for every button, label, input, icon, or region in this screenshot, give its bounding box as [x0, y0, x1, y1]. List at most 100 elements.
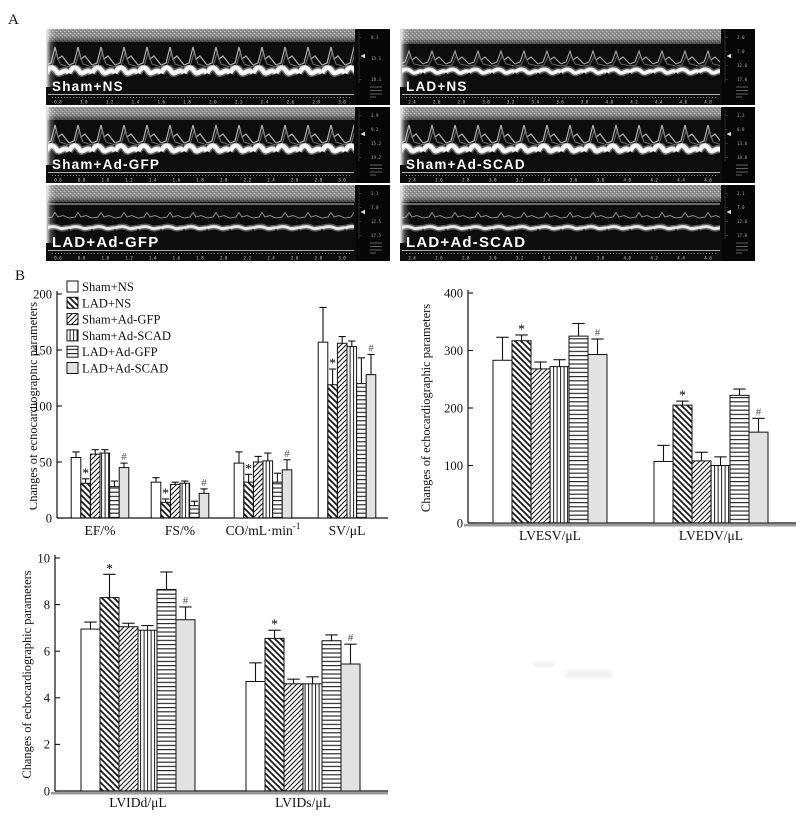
panel-a-label: A	[8, 12, 19, 28]
bar-lad-ns-1: *	[672, 388, 693, 524]
svg-text:1.8: 1.8	[196, 256, 204, 261]
significance-hash: #	[348, 632, 354, 644]
bar-sham-ns-1	[150, 477, 162, 519]
bar-lad-ad-gfp-3	[356, 357, 367, 519]
svg-text:18.1: 18.1	[371, 77, 382, 82]
svg-text:LVIDd/μL: LVIDd/μL	[109, 795, 166, 810]
svg-text:2.8: 2.8	[458, 100, 466, 105]
svg-text:7.0: 7.0	[737, 49, 745, 54]
bar-sham-ns-1	[653, 444, 674, 524]
svg-text:8.8: 8.8	[737, 127, 745, 132]
svg-text:SV/μL: SV/μL	[329, 523, 366, 538]
svg-text:2.4: 2.4	[261, 100, 269, 105]
bar-sham-ad-scad-0	[99, 449, 111, 519]
svg-text:2.2: 2.2	[235, 100, 243, 105]
svg-text:2.6: 2.6	[435, 178, 443, 183]
bar-lad-ad-gfp-0	[156, 571, 177, 792]
svg-text:Changes of echocardiographic p: Changes of echocardiographic parameters	[419, 304, 433, 512]
svg-text:1.2: 1.2	[125, 178, 133, 183]
bar-sham-ad-gfp-1	[691, 451, 712, 524]
svg-text:4.0: 4.0	[623, 256, 631, 261]
svg-text:19.2: 19.2	[371, 155, 382, 160]
bar-lad-ad-gfp-1	[189, 500, 200, 519]
bar-sham-ad-gfp-1	[169, 481, 181, 519]
legend-item-sham-ns: Sham+NS	[66, 280, 134, 294]
bar-lad-ns-0: *	[99, 561, 120, 792]
bar-lad-ad-scad-1: #	[198, 477, 210, 519]
svg-text:4: 4	[44, 691, 51, 705]
svg-text:0.8: 0.8	[54, 100, 62, 105]
svg-text:3.0: 3.0	[338, 178, 346, 183]
svg-text:3.9: 3.9	[371, 113, 379, 118]
svg-text:4.2: 4.2	[650, 256, 658, 261]
svg-text:50: 50	[39, 455, 52, 469]
svg-text:3.2: 3.2	[516, 178, 524, 183]
legend-label: Sham+Ad-GFP	[82, 313, 160, 327]
svg-text:1.8: 1.8	[183, 100, 191, 105]
svg-text:2.6: 2.6	[291, 256, 299, 261]
svg-text:150: 150	[33, 343, 52, 357]
svg-text:2.4: 2.4	[267, 256, 275, 261]
bar-lad-ns-0: *	[80, 465, 91, 519]
svg-text:1.4: 1.4	[132, 100, 140, 105]
svg-text:2.4: 2.4	[408, 100, 416, 105]
svg-text:1.6: 1.6	[173, 256, 181, 261]
svg-text:2.1: 2.1	[737, 191, 745, 196]
bar-chart-params: 0 50 100 150 200 Changes of echocardiographic…	[26, 276, 390, 546]
svg-text:4.0: 4.0	[606, 100, 614, 105]
svg-text:4.6: 4.6	[704, 178, 712, 183]
svg-text:18.8: 18.8	[737, 155, 748, 160]
svg-text:17.0: 17.0	[737, 77, 748, 82]
bar-sham-ad-gfp-0	[89, 449, 101, 519]
svg-text:1.0: 1.0	[102, 178, 110, 183]
svg-text:Sham+Ad-SCAD: Sham+Ad-SCAD	[406, 157, 526, 172]
bar-sham-ns-0	[70, 451, 82, 519]
echo-image-sham-ns: Sham+NS 0.8 1.0 1.2 1.4 1.6 1.8 2.0 2.2 2.4 2.6 2.8…	[46, 29, 390, 105]
svg-text:12.0: 12.0	[737, 219, 748, 224]
svg-text:FS/%: FS/%	[165, 523, 195, 538]
legend-item-sham-ad-gfp: Sham+Ad-GFP	[66, 313, 160, 327]
svg-text:2.0: 2.0	[220, 178, 228, 183]
bar-lad-ad-gfp-1	[321, 634, 342, 792]
significance-hash: #	[201, 477, 207, 489]
svg-text:2.0: 2.0	[737, 35, 745, 40]
svg-text:0.8: 0.8	[78, 256, 86, 261]
svg-text:Sham+NS: Sham+NS	[52, 79, 124, 94]
svg-text:1.2: 1.2	[125, 256, 133, 261]
svg-text:3.0: 3.0	[338, 100, 346, 105]
legend-item-sham-ad-scad: Sham+Ad-SCAD	[66, 329, 171, 343]
svg-text:4.4: 4.4	[677, 256, 685, 261]
svg-text:3.6: 3.6	[556, 100, 564, 105]
svg-text:3.0: 3.0	[489, 256, 497, 261]
svg-text:3.2: 3.2	[507, 100, 515, 105]
svg-text:1.8: 1.8	[196, 178, 204, 183]
svg-text:4.8: 4.8	[704, 100, 712, 105]
svg-text:3.4: 3.4	[543, 178, 551, 183]
svg-text:3.4: 3.4	[543, 256, 551, 261]
svg-text:2.2: 2.2	[244, 178, 252, 183]
bar-sham-ns-3	[317, 306, 329, 519]
svg-text:CO/mL·min-1: CO/mL·min-1	[226, 521, 301, 538]
bar-lad-ad-gfp-1	[729, 388, 750, 524]
svg-text:3.6: 3.6	[570, 178, 578, 183]
svg-text:4.4: 4.4	[655, 100, 663, 105]
significance-star: *	[82, 465, 89, 480]
echo-image-lad-ad-scad: LAD+Ad-SCAD 2.4 2.6 2.8 3.0 3.2 3.4 3.6 3.8 4.0 4.…	[400, 185, 755, 261]
svg-text:3.0: 3.0	[482, 100, 490, 105]
svg-text:3.2: 3.2	[737, 113, 745, 118]
svg-text:1.4: 1.4	[149, 178, 157, 183]
svg-text:3.2: 3.2	[516, 256, 524, 261]
significance-star: *	[106, 561, 113, 576]
significance-star: *	[245, 461, 252, 476]
svg-text:2.8: 2.8	[312, 100, 320, 105]
svg-text:LVEDV/μL: LVEDV/μL	[679, 528, 743, 543]
bar-sham-ad-gfp-0	[530, 361, 551, 524]
faint-artifact	[566, 670, 612, 678]
svg-text:LVESV/μL: LVESV/μL	[519, 528, 581, 543]
svg-text:2.4: 2.4	[408, 178, 416, 183]
bar-sham-ad-scad-2	[262, 452, 274, 519]
legend-label: Sham+Ad-SCAD	[82, 329, 171, 343]
legend-label: LAD+Ad-GFP	[82, 345, 158, 359]
svg-text:3.6: 3.6	[570, 256, 578, 261]
